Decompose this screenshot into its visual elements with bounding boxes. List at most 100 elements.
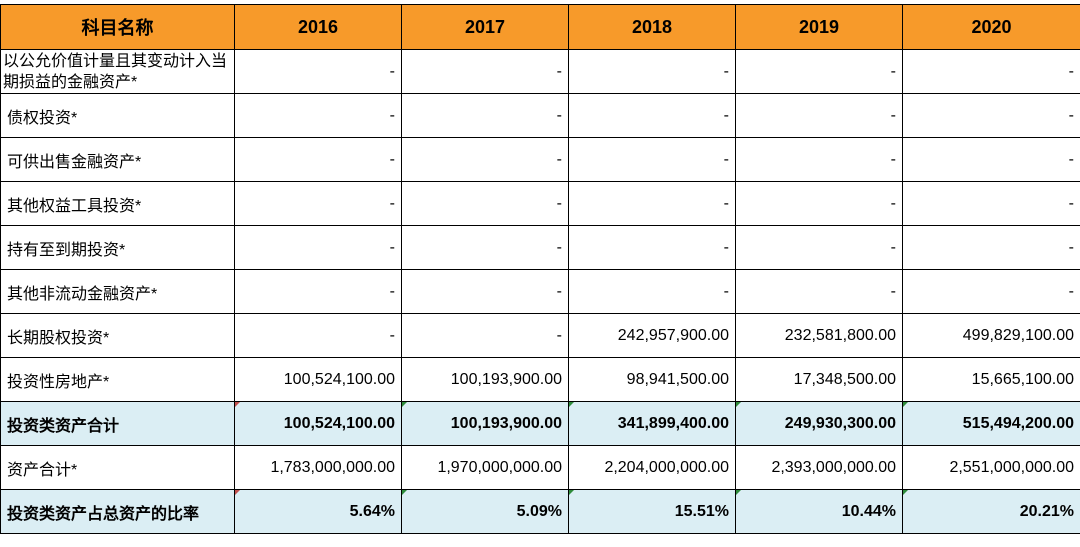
header-cell-2018[interactable]: 2018: [568, 4, 736, 50]
value-cell[interactable]: 249,930,300.00: [735, 401, 903, 446]
value-cell[interactable]: 1,970,000,000.00: [401, 445, 569, 490]
formula-marker: [569, 490, 574, 495]
value-cell[interactable]: -: [234, 49, 402, 94]
formula-marker: [903, 402, 908, 407]
value-cell[interactable]: 1,783,000,000.00: [234, 445, 402, 490]
value-cell[interactable]: -: [568, 225, 736, 270]
table-row: 其他非流动金融资产* - - - - -: [0, 269, 1080, 314]
value-cell[interactable]: -: [568, 181, 736, 226]
value-cell[interactable]: 98,941,500.00: [568, 357, 736, 402]
value-cell[interactable]: -: [401, 313, 569, 358]
value-cell[interactable]: 2,204,000,000.00: [568, 445, 736, 490]
row-label[interactable]: 其他权益工具投资*: [0, 181, 235, 226]
row-label[interactable]: 资产合计*: [0, 445, 235, 490]
value-cell[interactable]: -: [568, 93, 736, 138]
comment-marker: [235, 402, 240, 408]
value-cell[interactable]: 10.44%: [735, 489, 903, 534]
value-cell[interactable]: -: [401, 49, 569, 94]
value-cell[interactable]: -: [401, 93, 569, 138]
formula-marker: [736, 402, 741, 407]
table-row: 可供出售金融资产* - - - - -: [0, 137, 1080, 182]
value-cell[interactable]: 242,957,900.00: [568, 313, 736, 358]
table-row: 其他权益工具投资* - - - - -: [0, 181, 1080, 226]
value-cell[interactable]: -: [401, 225, 569, 270]
value-cell[interactable]: -: [902, 137, 1080, 182]
value-cell[interactable]: 17,348,500.00: [735, 357, 903, 402]
row-label[interactable]: 投资类资产合计: [0, 401, 235, 446]
value-cell[interactable]: 232,581,800.00: [735, 313, 903, 358]
value-cell[interactable]: -: [401, 137, 569, 182]
row-label[interactable]: 以公允价值计量且其变动计入当期损益的金融资产*: [0, 49, 235, 94]
value-cell[interactable]: -: [234, 313, 402, 358]
formula-marker: [903, 490, 908, 495]
table-row: 长期股权投资* - - 242,957,900.00 232,581,800.0…: [0, 313, 1080, 358]
value-cell[interactable]: 5.09%: [401, 489, 569, 534]
header-cell-2017[interactable]: 2017: [401, 4, 569, 50]
row-label[interactable]: 长期股权投资*: [0, 313, 235, 358]
table-row: 持有至到期投资* - - - - -: [0, 225, 1080, 270]
value-text: 100,193,900.00: [450, 414, 562, 432]
value-cell[interactable]: -: [401, 269, 569, 314]
header-cell-2020[interactable]: 2020: [902, 4, 1080, 50]
value-cell[interactable]: 100,524,100.00: [234, 401, 402, 446]
value-text: 5.09%: [516, 502, 562, 520]
value-cell[interactable]: -: [902, 269, 1080, 314]
value-cell[interactable]: 5.64%: [234, 489, 402, 534]
value-text: 15.51%: [674, 502, 729, 520]
formula-marker: [736, 490, 741, 495]
row-label[interactable]: 投资类资产占总资产的比率: [0, 489, 235, 534]
value-cell[interactable]: 100,524,100.00: [234, 357, 402, 402]
header-row: 科目名称 2016 2017 2018 2019 2020: [0, 4, 1080, 50]
value-cell[interactable]: -: [902, 181, 1080, 226]
value-cell[interactable]: 341,899,400.00: [568, 401, 736, 446]
formula-marker: [569, 402, 574, 407]
value-text: 10.44%: [841, 502, 896, 520]
value-cell[interactable]: -: [401, 181, 569, 226]
table-row: 债权投资* - - - - -: [0, 93, 1080, 138]
value-text: 249,930,300.00: [784, 414, 896, 432]
value-cell[interactable]: 100,193,900.00: [401, 357, 569, 402]
value-cell[interactable]: -: [234, 181, 402, 226]
value-cell[interactable]: -: [735, 93, 903, 138]
value-cell[interactable]: -: [902, 49, 1080, 94]
header-cell-2019[interactable]: 2019: [735, 4, 903, 50]
value-cell[interactable]: -: [902, 93, 1080, 138]
value-cell[interactable]: -: [568, 269, 736, 314]
row-label[interactable]: 投资性房地产*: [0, 357, 235, 402]
comment-marker: [235, 490, 240, 496]
formula-marker: [402, 402, 407, 407]
value-cell[interactable]: 15,665,100.00: [902, 357, 1080, 402]
value-cell[interactable]: 515,494,200.00: [902, 401, 1080, 446]
row-label[interactable]: 可供出售金融资产*: [0, 137, 235, 182]
value-cell[interactable]: 20.21%: [902, 489, 1080, 534]
value-text: 341,899,400.00: [617, 414, 729, 432]
table-row-ratio: 投资类资产占总资产的比率 5.64% 5.09% 15.51% 10.44% 2…: [0, 489, 1080, 534]
header-cell-2016[interactable]: 2016: [234, 4, 402, 50]
row-label[interactable]: 持有至到期投资*: [0, 225, 235, 270]
value-cell[interactable]: 15.51%: [568, 489, 736, 534]
value-cell[interactable]: 2,393,000,000.00: [735, 445, 903, 490]
value-cell[interactable]: 2,551,000,000.00: [902, 445, 1080, 490]
header-cell-subject[interactable]: 科目名称: [0, 4, 235, 50]
value-cell[interactable]: -: [735, 225, 903, 270]
value-cell[interactable]: 100,193,900.00: [401, 401, 569, 446]
table-row: 以公允价值计量且其变动计入当期损益的金融资产* - - - - -: [0, 49, 1080, 94]
value-cell[interactable]: -: [234, 269, 402, 314]
value-cell[interactable]: -: [568, 49, 736, 94]
value-cell[interactable]: -: [735, 181, 903, 226]
value-cell[interactable]: -: [735, 269, 903, 314]
value-cell[interactable]: -: [735, 49, 903, 94]
value-cell[interactable]: -: [735, 137, 903, 182]
value-cell[interactable]: 499,829,100.00: [902, 313, 1080, 358]
row-label[interactable]: 其他非流动金融资产*: [0, 269, 235, 314]
row-label[interactable]: 债权投资*: [0, 93, 235, 138]
table-row: 资产合计* 1,783,000,000.00 1,970,000,000.00 …: [0, 445, 1080, 490]
table-row-investment-total: 投资类资产合计 100,524,100.00 100,193,900.00 34…: [0, 401, 1080, 446]
value-cell[interactable]: -: [234, 225, 402, 270]
value-text: 5.64%: [349, 502, 395, 520]
value-cell[interactable]: -: [902, 225, 1080, 270]
value-cell[interactable]: -: [568, 137, 736, 182]
formula-marker: [402, 490, 407, 495]
value-cell[interactable]: -: [234, 93, 402, 138]
value-cell[interactable]: -: [234, 137, 402, 182]
